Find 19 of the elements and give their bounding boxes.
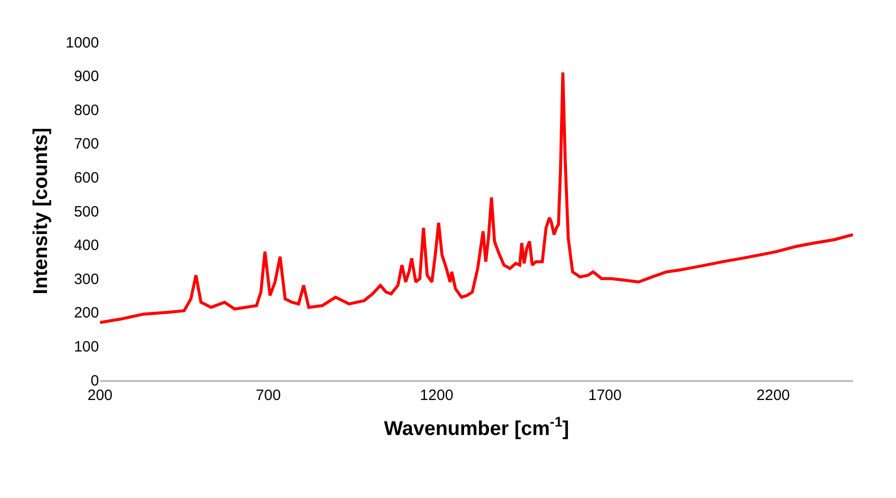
y-tick-label: 900: [74, 68, 99, 86]
y-tick-label: 800: [74, 102, 99, 119]
y-tick-label: 700: [74, 136, 99, 153]
y-tick-label: 100: [74, 338, 99, 356]
x-tick-label: 700: [256, 386, 281, 404]
x-tick-label: 200: [87, 386, 113, 404]
y-tick-label: 200: [74, 304, 99, 322]
y-tick-label: 400: [74, 237, 99, 254]
x-tick-label: 1200: [420, 386, 454, 404]
y-axis-title: Intensity [counts]: [30, 128, 52, 294]
y-tick-label: 1000: [66, 34, 99, 52]
y-tick-label: 300: [74, 270, 99, 288]
x-tick-label: 2200: [756, 386, 790, 404]
x-axis-title: Wavenumber [cm$^{-1}$]: [384, 413, 570, 440]
x-tick-label: 1700: [588, 386, 622, 404]
y-tick-label: 0: [90, 372, 99, 390]
y-tick-label: 500: [74, 203, 99, 220]
line-series: [100, 70, 853, 324]
y-tick-label: 600: [74, 169, 99, 186]
